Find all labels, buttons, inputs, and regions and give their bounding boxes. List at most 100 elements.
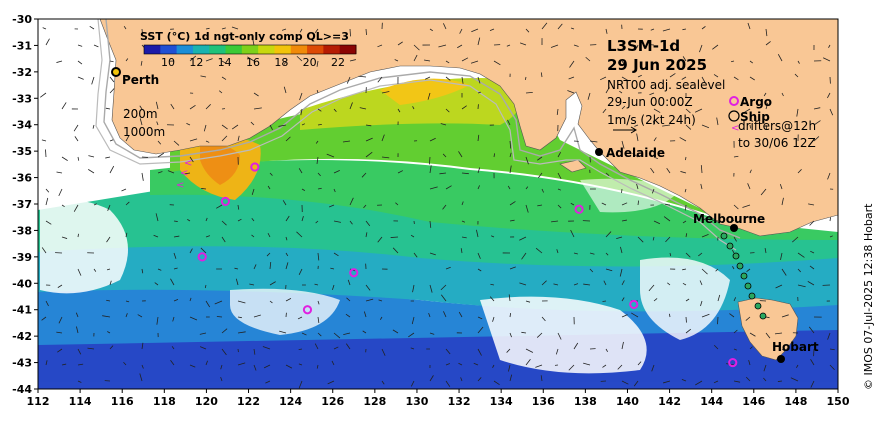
current-vector <box>460 377 463 382</box>
current-vector <box>45 188 50 193</box>
current-vector <box>365 298 374 302</box>
current-vector <box>93 44 99 48</box>
current-vector <box>42 27 47 30</box>
current-vector <box>231 26 239 30</box>
current-vector <box>317 252 320 261</box>
current-vector <box>137 314 143 318</box>
colorbar-swatch <box>323 45 341 54</box>
current-vector <box>461 201 464 206</box>
current-vector <box>265 380 271 384</box>
current-vector <box>477 91 481 94</box>
current-vector <box>204 284 207 289</box>
current-vector <box>637 200 640 206</box>
current-vector <box>284 60 287 65</box>
current-vector <box>343 332 351 335</box>
current-vector <box>509 374 513 382</box>
current-vector <box>551 220 559 223</box>
current-vector <box>685 252 691 258</box>
current-vector <box>330 267 335 270</box>
current-vector <box>221 328 228 334</box>
current-vector <box>333 108 337 112</box>
current-vector <box>298 168 303 174</box>
current-vector <box>106 268 111 271</box>
current-vector <box>269 281 276 286</box>
current-vector <box>392 247 399 254</box>
current-vector <box>445 348 451 355</box>
current-vector <box>125 313 128 318</box>
current-vector <box>365 284 371 291</box>
colorbar-title: SST (°C) 1d ngt-only comp QL>=3 <box>140 30 349 43</box>
current-vector <box>601 202 607 206</box>
current-vector <box>281 28 287 31</box>
current-vector <box>267 233 271 238</box>
current-vector <box>173 252 177 259</box>
current-vector <box>93 203 97 206</box>
current-vector <box>557 151 562 158</box>
current-vector <box>749 169 752 174</box>
y-tick-label: -33 <box>12 92 32 105</box>
current-vector <box>781 348 785 352</box>
current-vector <box>780 252 783 261</box>
current-vector <box>345 343 351 350</box>
current-vector <box>583 362 591 366</box>
colorbar-swatch <box>144 45 161 54</box>
current-vector <box>445 60 450 64</box>
current-vector <box>809 220 815 226</box>
current-vector <box>535 247 543 254</box>
colorbar-tick-label: 22 <box>331 56 345 69</box>
current-vector <box>760 188 767 196</box>
current-vector <box>333 332 341 339</box>
current-vector <box>443 311 447 318</box>
current-vector <box>56 331 63 334</box>
current-vector <box>589 140 598 143</box>
current-vector <box>701 26 706 30</box>
current-vector <box>125 58 129 62</box>
ship-legend-marker <box>728 110 740 122</box>
product-title: L3SM-1d <box>607 37 680 55</box>
current-vector <box>365 137 373 142</box>
argo-float-marker <box>250 162 260 172</box>
current-vector <box>477 268 482 272</box>
x-tick-label: 116 <box>111 395 134 408</box>
colorbar-tick-label: 16 <box>246 56 260 69</box>
current-vector <box>252 38 255 46</box>
current-vector <box>429 220 432 228</box>
current-vector <box>556 108 559 115</box>
city-perth: Perth <box>122 73 159 87</box>
current-vector <box>555 348 559 355</box>
current-vector <box>685 124 692 130</box>
current-vector <box>712 44 719 50</box>
current-vector <box>413 54 418 62</box>
current-vector <box>458 362 463 366</box>
current-vector <box>429 137 436 142</box>
current-vector <box>797 284 806 288</box>
current-vector <box>525 156 529 165</box>
current-vector <box>621 105 626 110</box>
current-vector <box>701 313 710 318</box>
current-vector <box>247 56 255 62</box>
current-vector <box>663 380 671 384</box>
current-vector <box>797 60 800 64</box>
current-vector <box>634 124 639 127</box>
current-vector <box>253 107 262 110</box>
current-vector <box>377 236 383 243</box>
current-vector <box>40 92 47 98</box>
x-tick-label: 136 <box>532 395 555 408</box>
current-vector <box>157 140 162 145</box>
current-vector <box>796 108 799 117</box>
current-vector <box>140 60 143 66</box>
current-vector <box>298 268 303 276</box>
current-vector <box>605 28 608 34</box>
current-vector <box>653 108 661 113</box>
current-vector <box>605 87 610 94</box>
current-vector <box>106 299 111 302</box>
current-vector <box>253 314 261 318</box>
current-vector <box>716 117 719 126</box>
depth-label-1000m: 1000m <box>123 125 165 139</box>
x-tick-label: 124 <box>279 395 302 408</box>
current-vector <box>632 152 639 158</box>
current-vector <box>109 60 114 63</box>
current-vector <box>633 380 639 387</box>
current-vector <box>685 298 690 302</box>
current-vector <box>636 44 639 49</box>
